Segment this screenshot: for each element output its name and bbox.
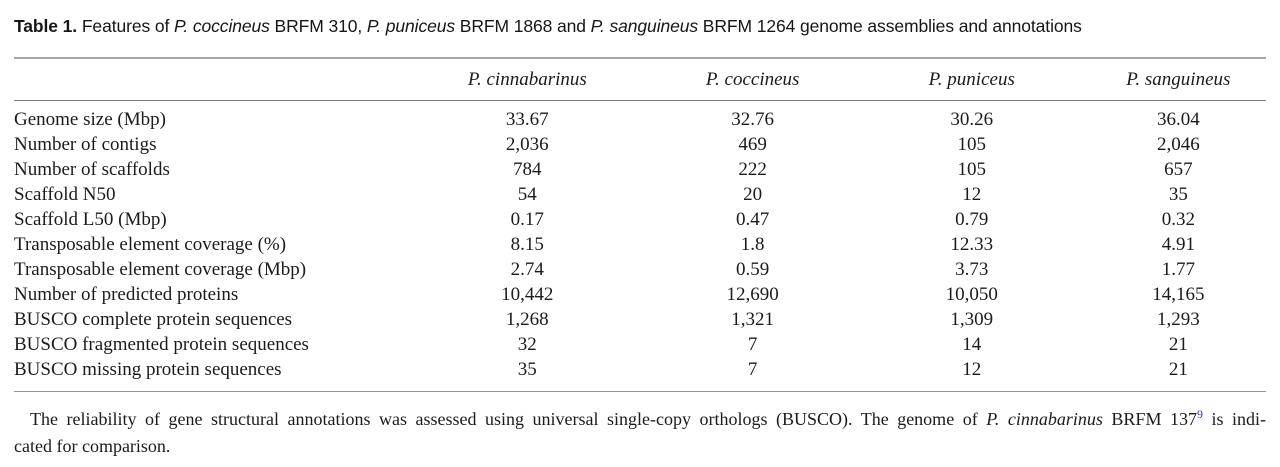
cell-value: 2.74 xyxy=(510,259,544,280)
table-row: BUSCO missing protein sequences 35 7 12 21 xyxy=(14,357,1266,392)
footnote-line-1: The reliability of gene structural annot… xyxy=(14,406,1266,433)
table-caption-segment: BRFM 1868 and xyxy=(455,16,591,36)
table-row: BUSCO fragmented protein sequences 32 7 14 2… xyxy=(14,332,1266,357)
cell-value: 0.32 xyxy=(1161,209,1195,230)
table-caption-segment: P. coccineus xyxy=(174,16,270,36)
row-label: Number of predicted proteins xyxy=(14,284,239,305)
column-header-2: P. coccineus xyxy=(652,58,853,101)
table-body: Genome size (Mbp) 33.67 32.76 30.26 36.04 Num… xyxy=(14,101,1266,392)
cell-value: 0.79 xyxy=(955,209,989,230)
table-row: Number of contigs 2,036 469 105 2,046 xyxy=(14,132,1266,157)
table-caption-segment: BRFM 310, xyxy=(269,16,367,36)
row-label: Number of contigs xyxy=(14,134,157,155)
row-label: Transposable element coverage (%) xyxy=(14,234,287,255)
row-label: BUSCO missing protein sequences xyxy=(14,359,282,380)
cell-value: 4.91 xyxy=(1161,234,1195,255)
table-caption-segment: Table 1. xyxy=(14,16,78,36)
cell-value: 30.26 xyxy=(950,109,994,130)
footnote-segment: is indi- xyxy=(1202,409,1266,429)
cell-value: 657 xyxy=(1164,159,1193,180)
header-row: P. cinnabarinus P. coccineus P. puniceus P.… xyxy=(14,58,1266,101)
table-caption: Table 1. Features of P. coccineus BRFM 3… xyxy=(14,15,1270,37)
table-row: Genome size (Mbp) 33.67 32.76 30.26 36.04 xyxy=(14,101,1266,133)
row-label: Scaffold L50 (Mbp) xyxy=(14,209,167,230)
row-label: Transposable element coverage (Mbp) xyxy=(14,259,307,280)
footnote-segment: BRFM 137 xyxy=(1102,409,1197,429)
cell-value: 10,050 xyxy=(945,284,998,305)
column-header-4: P. sanguineus xyxy=(1090,58,1266,101)
table-caption-segment: Features of xyxy=(77,16,175,36)
cell-value: 14 xyxy=(962,334,982,355)
cell-value: 1,293 xyxy=(1156,309,1200,330)
row-label: Scaffold N50 xyxy=(14,184,116,205)
citation-ref-link[interactable]: 9 xyxy=(1196,407,1203,421)
genome-features-table: P. cinnabarinus P. coccineus P. puniceus P.… xyxy=(14,57,1266,392)
table-row: Transposable element coverage (Mbp) 2.74 0… xyxy=(14,257,1266,282)
cell-value: 2,036 xyxy=(505,134,549,155)
cell-value: 12 xyxy=(962,184,982,205)
cell-value: 32.76 xyxy=(731,109,775,130)
row-label: Number of scaffolds xyxy=(14,159,170,180)
cell-value: 54 xyxy=(517,184,537,205)
cell-value: 21 xyxy=(1168,334,1188,355)
cell-value: 21 xyxy=(1168,359,1188,380)
row-label: Genome size (Mbp) xyxy=(14,109,166,130)
cell-value: 35 xyxy=(517,359,537,380)
table-caption-segment: BRFM 1264 genome assemblies and annotati… xyxy=(698,16,1082,36)
footnote-line-2: cated for comparison. xyxy=(14,436,171,456)
table-row: Number of scaffolds 784 222 105 657 xyxy=(14,157,1266,182)
table-caption-segment: P. sanguineus xyxy=(590,16,699,36)
table-caption-segment: P. puniceus xyxy=(366,16,456,36)
table-footnote: The reliability of gene structural annot… xyxy=(14,406,1266,460)
cell-value: 36.04 xyxy=(1156,109,1200,130)
cell-value: 222 xyxy=(738,159,767,180)
cell-value: 0.59 xyxy=(736,259,770,280)
cell-value: 1.77 xyxy=(1161,259,1195,280)
footnote-segment: P. cinnabarinus xyxy=(986,409,1103,429)
row-label: BUSCO fragmented protein sequences xyxy=(14,334,309,355)
header-empty-cell xyxy=(14,58,403,101)
cell-value: 105 xyxy=(957,159,987,180)
cell-value: 12 xyxy=(962,359,982,380)
table-row: Scaffold L50 (Mbp) 0.17 0.47 0.79 0.32 xyxy=(14,207,1266,232)
cell-value: 7 xyxy=(747,334,758,355)
cell-value: 1,321 xyxy=(731,309,775,330)
row-label: BUSCO complete protein sequences xyxy=(14,309,293,330)
table-row: Number of predicted proteins 10,442 12,690… xyxy=(14,282,1266,307)
cell-value: 3.73 xyxy=(955,259,989,280)
cell-value: 1.8 xyxy=(740,234,765,255)
cell-value: 1,268 xyxy=(505,309,549,330)
footnote-segment: The reliability of gene structural annot… xyxy=(30,409,987,429)
cell-value: 105 xyxy=(957,134,987,155)
table-header: P. cinnabarinus P. coccineus P. puniceus P.… xyxy=(14,58,1266,101)
cell-value: 35 xyxy=(1168,184,1188,205)
table-row: BUSCO complete protein sequences 1,268 1,3… xyxy=(14,307,1266,332)
cell-value: 20 xyxy=(743,184,763,205)
cell-value: 10,442 xyxy=(501,284,554,305)
table-row: Scaffold N50 54 20 12 35 xyxy=(14,182,1266,207)
cell-value: 7 xyxy=(747,359,758,380)
cell-value: 1,309 xyxy=(950,309,994,330)
table-row: Transposable element coverage (%) 8.15 1.8… xyxy=(14,232,1266,257)
cell-value: 0.17 xyxy=(510,209,544,230)
cell-value: 8.15 xyxy=(510,234,544,255)
cell-value: 14,165 xyxy=(1152,284,1205,305)
cell-value: 784 xyxy=(513,159,542,180)
column-header-1: P. cinnabarinus xyxy=(402,58,653,101)
column-header-3: P. puniceus xyxy=(852,58,1091,101)
cell-value: 469 xyxy=(738,134,767,155)
cell-value: 12.33 xyxy=(950,234,994,255)
cell-value: 32 xyxy=(517,334,537,355)
cell-value: 0.47 xyxy=(736,209,770,230)
cell-value: 2,046 xyxy=(1156,134,1200,155)
cell-value: 12,690 xyxy=(726,284,779,305)
cell-value: 33.67 xyxy=(505,109,549,130)
